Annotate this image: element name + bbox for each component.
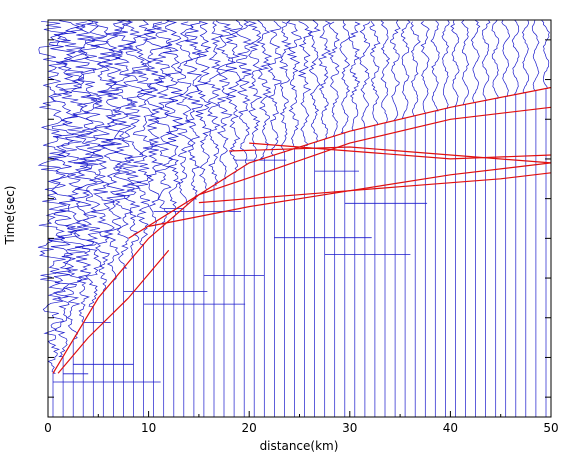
seismic-trace [70, 20, 99, 417]
seismic-trace [90, 21, 117, 417]
x-tick-label: 0 [44, 421, 52, 435]
seismic-trace [359, 21, 371, 417]
seismic-trace [131, 20, 156, 417]
seismic-trace [183, 20, 204, 417]
seismic-trace [410, 21, 421, 417]
seismic-trace [121, 19, 147, 417]
seismic-trace [369, 20, 381, 417]
seismic-trace [37, 20, 68, 417]
seismic-trace [194, 21, 212, 417]
seismic-trace [247, 20, 264, 417]
seismic-trace [327, 21, 340, 417]
seismic-trace [400, 19, 411, 417]
pick-line [128, 106, 552, 239]
pick-line [249, 142, 552, 160]
seismic-trace [57, 21, 88, 417]
y-axis [48, 39, 551, 398]
seismic-trace [450, 20, 460, 417]
seismic-trace [48, 20, 81, 417]
pick-line [229, 146, 552, 164]
seismic-trace [173, 21, 194, 417]
seismic-trace [235, 19, 252, 417]
travel-time-picks [52, 86, 552, 374]
seismic-trace [297, 21, 313, 417]
seismic-trace [203, 20, 224, 417]
pick-line [57, 249, 170, 374]
pick-line [148, 162, 552, 227]
seismic-traces [37, 19, 550, 417]
seismic-trace [481, 20, 491, 417]
seismic-trace [142, 21, 166, 417]
seismic-trace [308, 20, 321, 417]
seismic-trace [461, 20, 470, 417]
y-axis-title: Time(sec) [3, 186, 17, 246]
seismic-trace [256, 19, 273, 417]
seismic-trace [441, 20, 450, 417]
seismic-trace [348, 21, 361, 417]
seismic-trace [111, 19, 137, 417]
seismic-trace [511, 20, 520, 417]
x-tick-label: 50 [543, 421, 558, 435]
seismic-trace [215, 20, 234, 417]
seismic-trace [390, 20, 401, 417]
seismic-trace [491, 20, 500, 417]
seismic-trace [78, 19, 107, 417]
seismic-trace [318, 20, 331, 417]
seismic-trace [420, 21, 430, 417]
seismic-trace [278, 21, 292, 417]
seismic-trace [531, 20, 540, 417]
x-tick-label: 20 [242, 421, 257, 435]
seismic-trace [151, 20, 176, 417]
seismic-trace [163, 20, 184, 417]
x-axis: 0 10 20 30 40 50 [44, 411, 559, 435]
seismic-trace [430, 20, 440, 417]
seismic-trace [470, 20, 481, 417]
seismic-trace [339, 20, 351, 417]
seismic-trace [100, 19, 125, 417]
seismic-trace [541, 20, 550, 417]
x-tick-label: 40 [443, 421, 458, 435]
pick-line [52, 86, 552, 374]
seismic-trace [380, 20, 391, 417]
seismic-trace [286, 20, 302, 417]
x-tick-label: 30 [342, 421, 357, 435]
pick-line [198, 172, 552, 204]
seismic-trace [521, 20, 530, 417]
seismic-trace [267, 20, 282, 417]
seismic-trace [501, 20, 510, 417]
x-tick-label: 10 [141, 421, 156, 435]
x-axis-title: distance(km) [260, 439, 339, 453]
